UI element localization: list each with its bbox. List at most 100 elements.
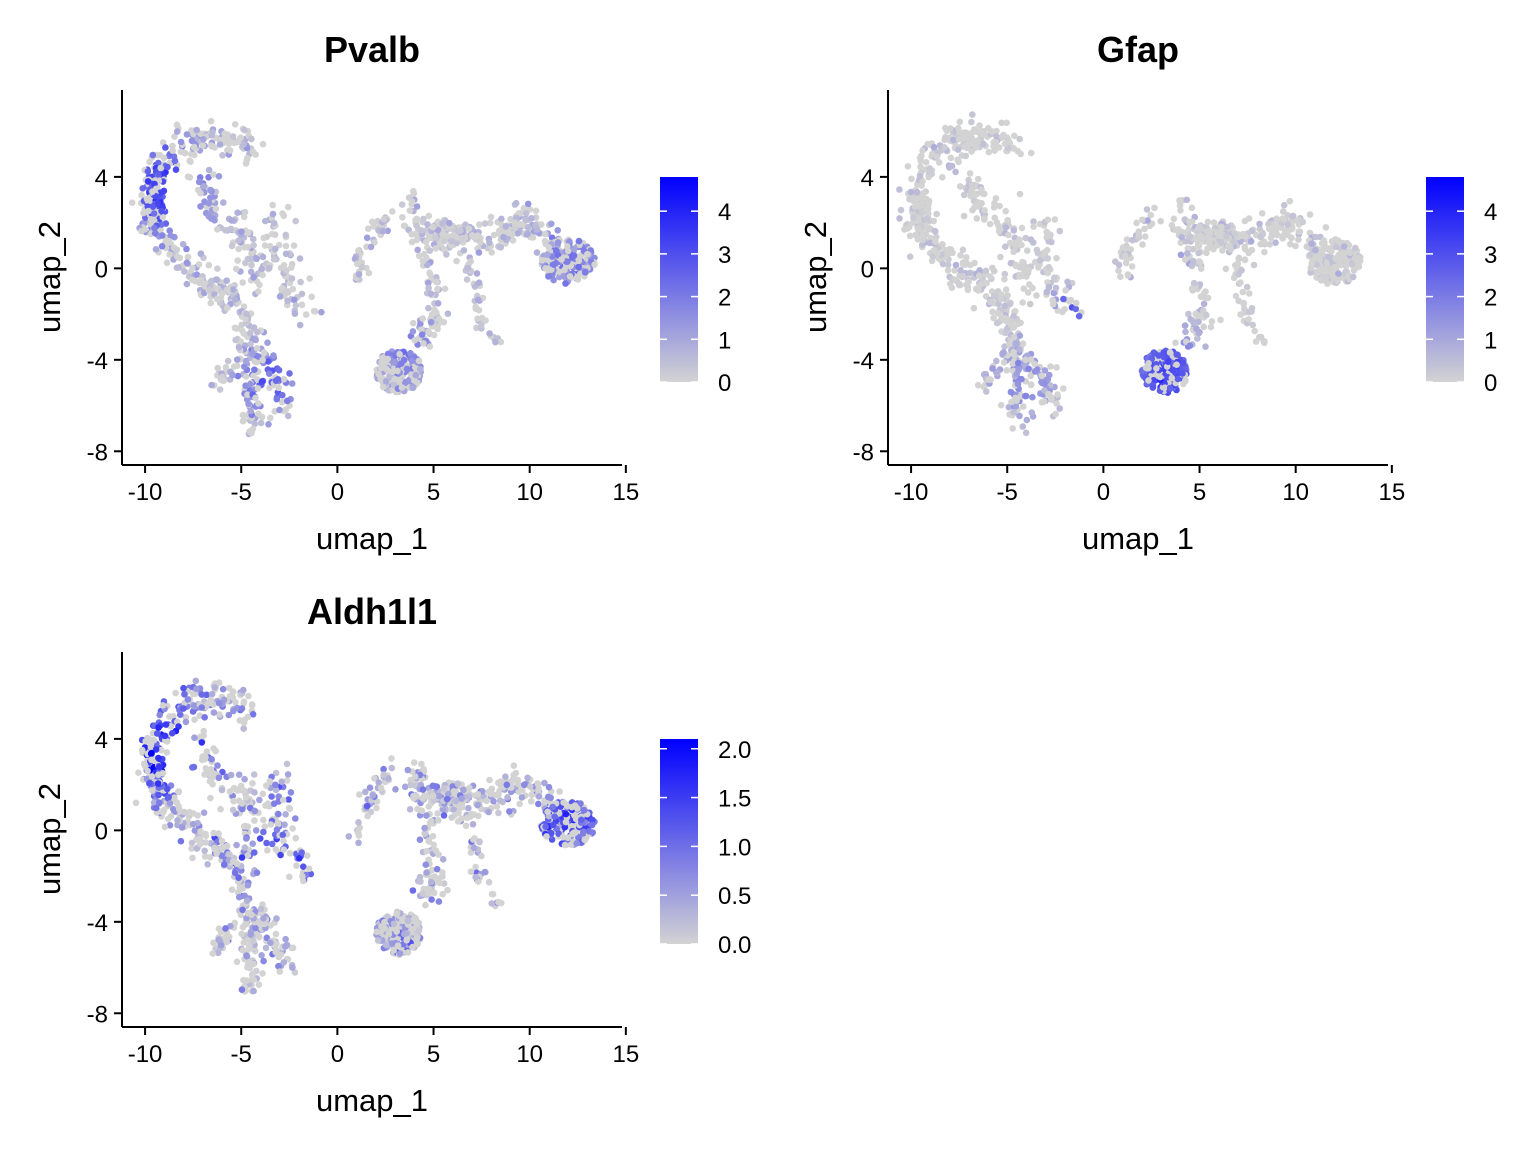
y-axis-label: umap_2 bbox=[798, 221, 833, 333]
cell-point bbox=[1176, 197, 1183, 204]
cell-point bbox=[181, 149, 189, 157]
cell-point bbox=[180, 684, 187, 692]
cell-point bbox=[906, 232, 914, 240]
cell-point bbox=[390, 920, 398, 928]
cell-point bbox=[155, 159, 162, 167]
cell-point bbox=[197, 250, 205, 258]
cell-point bbox=[1038, 372, 1046, 380]
cell-point bbox=[498, 215, 505, 223]
cell-point bbox=[1241, 256, 1249, 263]
cell-point bbox=[932, 238, 939, 245]
cell-point bbox=[198, 704, 205, 711]
cell-point bbox=[1202, 288, 1209, 295]
cell-point bbox=[135, 769, 142, 776]
cell-point bbox=[259, 356, 266, 364]
cell-point bbox=[235, 874, 242, 881]
cell-point bbox=[390, 381, 398, 389]
cell-point bbox=[169, 729, 176, 737]
cell-point bbox=[434, 300, 442, 307]
cell-point bbox=[1129, 236, 1136, 244]
cell-point bbox=[439, 856, 447, 863]
cell-point bbox=[149, 787, 156, 794]
y-tick-label: 4 bbox=[95, 165, 108, 192]
cell-point bbox=[274, 819, 282, 827]
cell-point bbox=[223, 277, 230, 285]
cell-point bbox=[237, 134, 244, 141]
cell-point bbox=[1174, 375, 1182, 383]
cell-point bbox=[467, 868, 475, 875]
cell-point bbox=[250, 372, 257, 379]
cell-point bbox=[420, 215, 427, 223]
cell-point bbox=[191, 827, 199, 834]
cell-point bbox=[296, 321, 304, 329]
cell-point bbox=[260, 957, 267, 965]
cell-point bbox=[155, 791, 162, 799]
cell-point bbox=[458, 804, 466, 811]
cell-point bbox=[258, 265, 266, 273]
cell-point bbox=[1045, 371, 1053, 379]
cell-point bbox=[1151, 204, 1158, 212]
cell-point bbox=[221, 861, 228, 868]
cell-point bbox=[189, 820, 197, 828]
cell-point bbox=[562, 280, 569, 287]
cell-point bbox=[470, 844, 478, 852]
cell-point bbox=[248, 911, 255, 919]
cell-point bbox=[247, 340, 254, 348]
cell-point bbox=[1145, 360, 1152, 367]
cell-point bbox=[458, 815, 465, 822]
cell-point bbox=[1060, 295, 1067, 303]
cell-point bbox=[398, 384, 406, 391]
cell-point bbox=[542, 823, 549, 830]
cell-point bbox=[175, 803, 182, 810]
cell-point bbox=[204, 861, 211, 868]
cell-point bbox=[1247, 238, 1255, 245]
cell-point bbox=[286, 873, 293, 881]
cell-point bbox=[259, 970, 266, 977]
cell-point bbox=[246, 329, 254, 337]
cell-point bbox=[264, 358, 272, 365]
cell-point bbox=[426, 247, 434, 254]
cell-point bbox=[247, 931, 254, 938]
cell-point bbox=[930, 143, 938, 151]
cell-point bbox=[488, 890, 496, 898]
cell-point bbox=[158, 207, 165, 215]
cell-point bbox=[382, 941, 390, 949]
cell-point bbox=[510, 762, 518, 769]
cell-point bbox=[175, 788, 182, 796]
cell-point bbox=[198, 739, 206, 746]
cell-point bbox=[507, 215, 514, 223]
cell-point bbox=[974, 199, 982, 206]
cell-point bbox=[1205, 227, 1213, 235]
cell-point bbox=[220, 199, 227, 206]
cell-point bbox=[1016, 332, 1024, 340]
cell-point bbox=[1061, 305, 1068, 313]
cell-point bbox=[500, 233, 507, 241]
cell-point bbox=[913, 189, 921, 196]
cell-point bbox=[250, 324, 258, 331]
cell-point bbox=[1001, 140, 1009, 148]
cell-point bbox=[363, 802, 371, 810]
cell-point bbox=[455, 809, 462, 817]
cell-point bbox=[154, 199, 161, 207]
cell-point bbox=[198, 756, 206, 764]
cell-point bbox=[1145, 377, 1152, 384]
cell-point bbox=[218, 845, 226, 852]
cell-point bbox=[509, 237, 517, 244]
cell-point bbox=[228, 886, 236, 893]
cell-point bbox=[985, 148, 993, 156]
cell-point bbox=[1028, 409, 1036, 416]
cell-point bbox=[1168, 374, 1176, 382]
cell-point bbox=[474, 232, 481, 239]
cell-point bbox=[1121, 252, 1129, 259]
cell-point bbox=[460, 247, 468, 254]
cell-point bbox=[1286, 197, 1294, 205]
cell-point bbox=[174, 817, 181, 824]
cell-point bbox=[545, 273, 552, 280]
cell-point bbox=[1306, 229, 1314, 237]
cell-point bbox=[452, 797, 460, 805]
cell-point bbox=[364, 812, 371, 820]
cell-point bbox=[251, 366, 258, 374]
cell-point bbox=[959, 272, 966, 280]
cell-point bbox=[1218, 223, 1225, 231]
